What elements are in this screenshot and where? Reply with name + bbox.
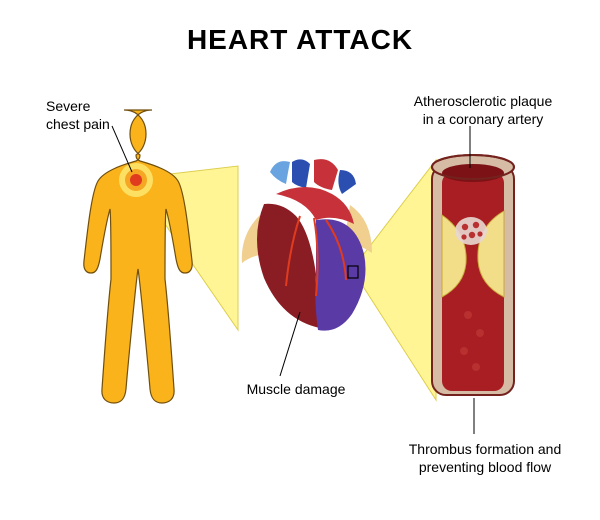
artery-illustration xyxy=(432,155,514,395)
human-silhouette xyxy=(84,110,192,403)
label-chest-pain: Severechest pain xyxy=(46,97,166,133)
heart-illustration xyxy=(242,159,372,331)
label-muscle-damage: Muscle damage xyxy=(226,380,366,398)
label-thrombus: Thrombus formation andpreventing blood f… xyxy=(395,440,575,476)
chest-pain-icon xyxy=(119,163,153,197)
label-plaque: Atherosclerotic plaquein a coronary arte… xyxy=(393,92,573,128)
diagram-canvas: HEART ATTACK xyxy=(0,0,600,520)
thrombus-cluster xyxy=(455,217,487,245)
